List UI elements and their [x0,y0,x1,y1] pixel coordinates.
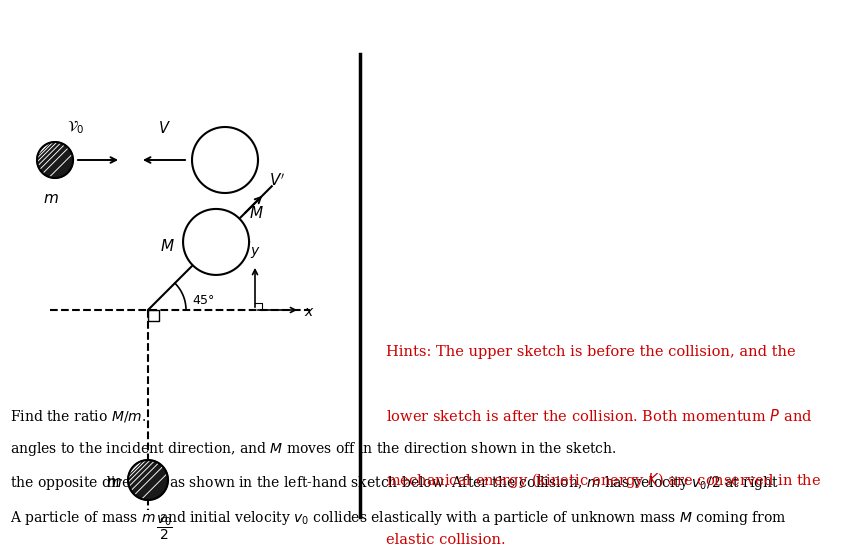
Text: mechanical energy (kinetic energy $K$) are conserved in the: mechanical energy (kinetic energy $K$) a… [386,471,821,490]
Polygon shape [128,460,168,500]
Text: $V'$: $V'$ [269,172,285,189]
Text: $\dfrac{v_0}{2}$: $\dfrac{v_0}{2}$ [156,514,173,542]
Text: $m$: $m$ [43,192,59,206]
Text: $M$: $M$ [249,205,264,221]
Text: elastic collision.: elastic collision. [386,533,505,544]
Text: angles to the incident direction, and $M$ moves off in the direction shown in th: angles to the incident direction, and $M… [10,440,617,458]
Text: $x$: $x$ [304,305,315,319]
Text: $m$: $m$ [106,476,122,490]
Polygon shape [192,127,258,193]
Text: $M$: $M$ [160,238,175,254]
Text: A particle of mass $m$ and initial velocity $v_0$ collides elastically with a pa: A particle of mass $m$ and initial veloc… [10,509,787,527]
Text: the opposite direction as shown in the left-hand sketch below. After the collisi: the opposite direction as shown in the l… [10,474,779,492]
Text: $\mathcal{V}_{\mathsf{0}}$: $\mathcal{V}_{\mathsf{0}}$ [67,118,84,136]
Text: $V$: $V$ [158,120,171,136]
Text: lower sketch is after the collision. Both momentum $P$ and: lower sketch is after the collision. Bot… [386,408,812,424]
Text: $45°$: $45°$ [192,294,215,306]
Polygon shape [183,209,249,275]
Text: Find the ratio $M/m$.: Find the ratio $M/m$. [10,408,147,424]
Text: Hints: The upper sketch is before the collision, and the: Hints: The upper sketch is before the co… [386,345,795,360]
Text: $y$: $y$ [250,245,260,260]
Polygon shape [37,142,73,178]
